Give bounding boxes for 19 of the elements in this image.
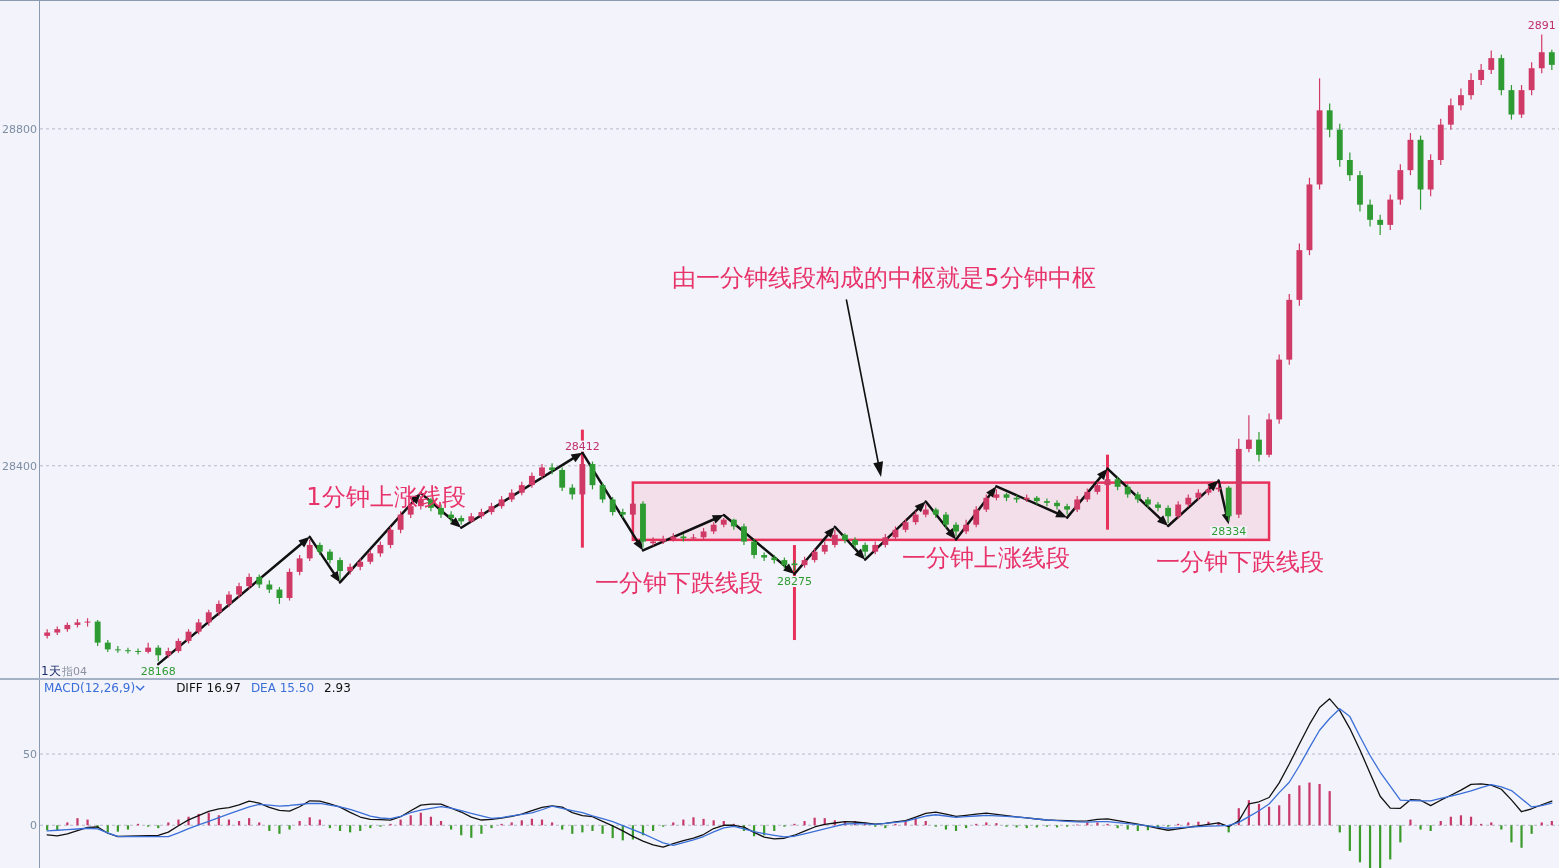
annotation: 28168 (140, 665, 176, 679)
annotation: 指04 (61, 665, 87, 678)
legend-title: MACD(12,26,9) (44, 681, 136, 695)
text: DEA 15.50 (250, 681, 315, 695)
y-tick-label: 50 (23, 748, 37, 762)
annotation: 由一分钟线段构成的中枢就是5分钟中枢 (672, 264, 1096, 292)
annotation: 28412 (564, 439, 600, 453)
y-tick-label: 28400 (2, 459, 37, 473)
annotation: 2.93 (324, 681, 351, 695)
y-tick-label: 28800 (2, 122, 37, 136)
annotation: 1天 (41, 664, 61, 678)
annotation: 一分钟下跌线段 (1155, 548, 1324, 576)
annotation: 一分钟下跌线段 (595, 569, 764, 597)
text: DIFF 16.97 (176, 681, 241, 695)
annotation: 28334 (1211, 525, 1247, 539)
y-tick-label: 0 (30, 819, 37, 833)
annotation: 28275 (776, 575, 812, 589)
annotation: 2891 (1527, 18, 1556, 32)
annotation: 一分钟上涨线段 (901, 544, 1070, 572)
